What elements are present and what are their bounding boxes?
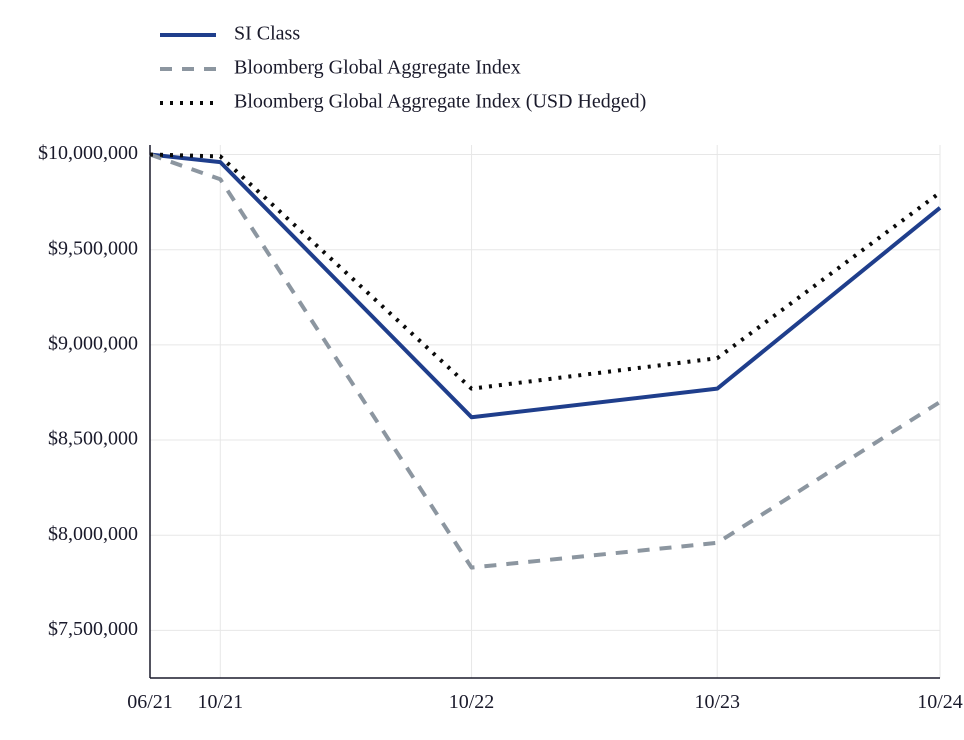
- legend-label: Bloomberg Global Aggregate Index (USD He…: [234, 91, 646, 113]
- y-tick-label: $7,500,000: [48, 618, 138, 640]
- x-tick-label: 06/21: [127, 691, 173, 713]
- y-tick-label: $8,500,000: [48, 428, 138, 450]
- chart-svg: $7,500,000 $8,000,000 $8,500,000 $9,000,000…: [0, 0, 964, 740]
- x-tick-label: 10/23: [694, 691, 740, 713]
- y-tick-label: $10,000,000: [38, 142, 138, 164]
- x-tick-label: 10/21: [198, 691, 244, 713]
- y-tick-label: $8,000,000: [48, 523, 138, 545]
- x-tick-label: 10/22: [449, 691, 495, 713]
- legend-label: Bloomberg Global Aggregate Index: [234, 57, 521, 79]
- y-tick-label: $9,500,000: [48, 237, 138, 259]
- performance-line-chart: $7,500,000 $8,000,000 $8,500,000 $9,000,000…: [0, 0, 964, 740]
- legend-label: SI Class: [234, 23, 300, 45]
- x-tick-label: 10/24: [917, 691, 963, 713]
- y-tick-label: $9,000,000: [48, 332, 138, 354]
